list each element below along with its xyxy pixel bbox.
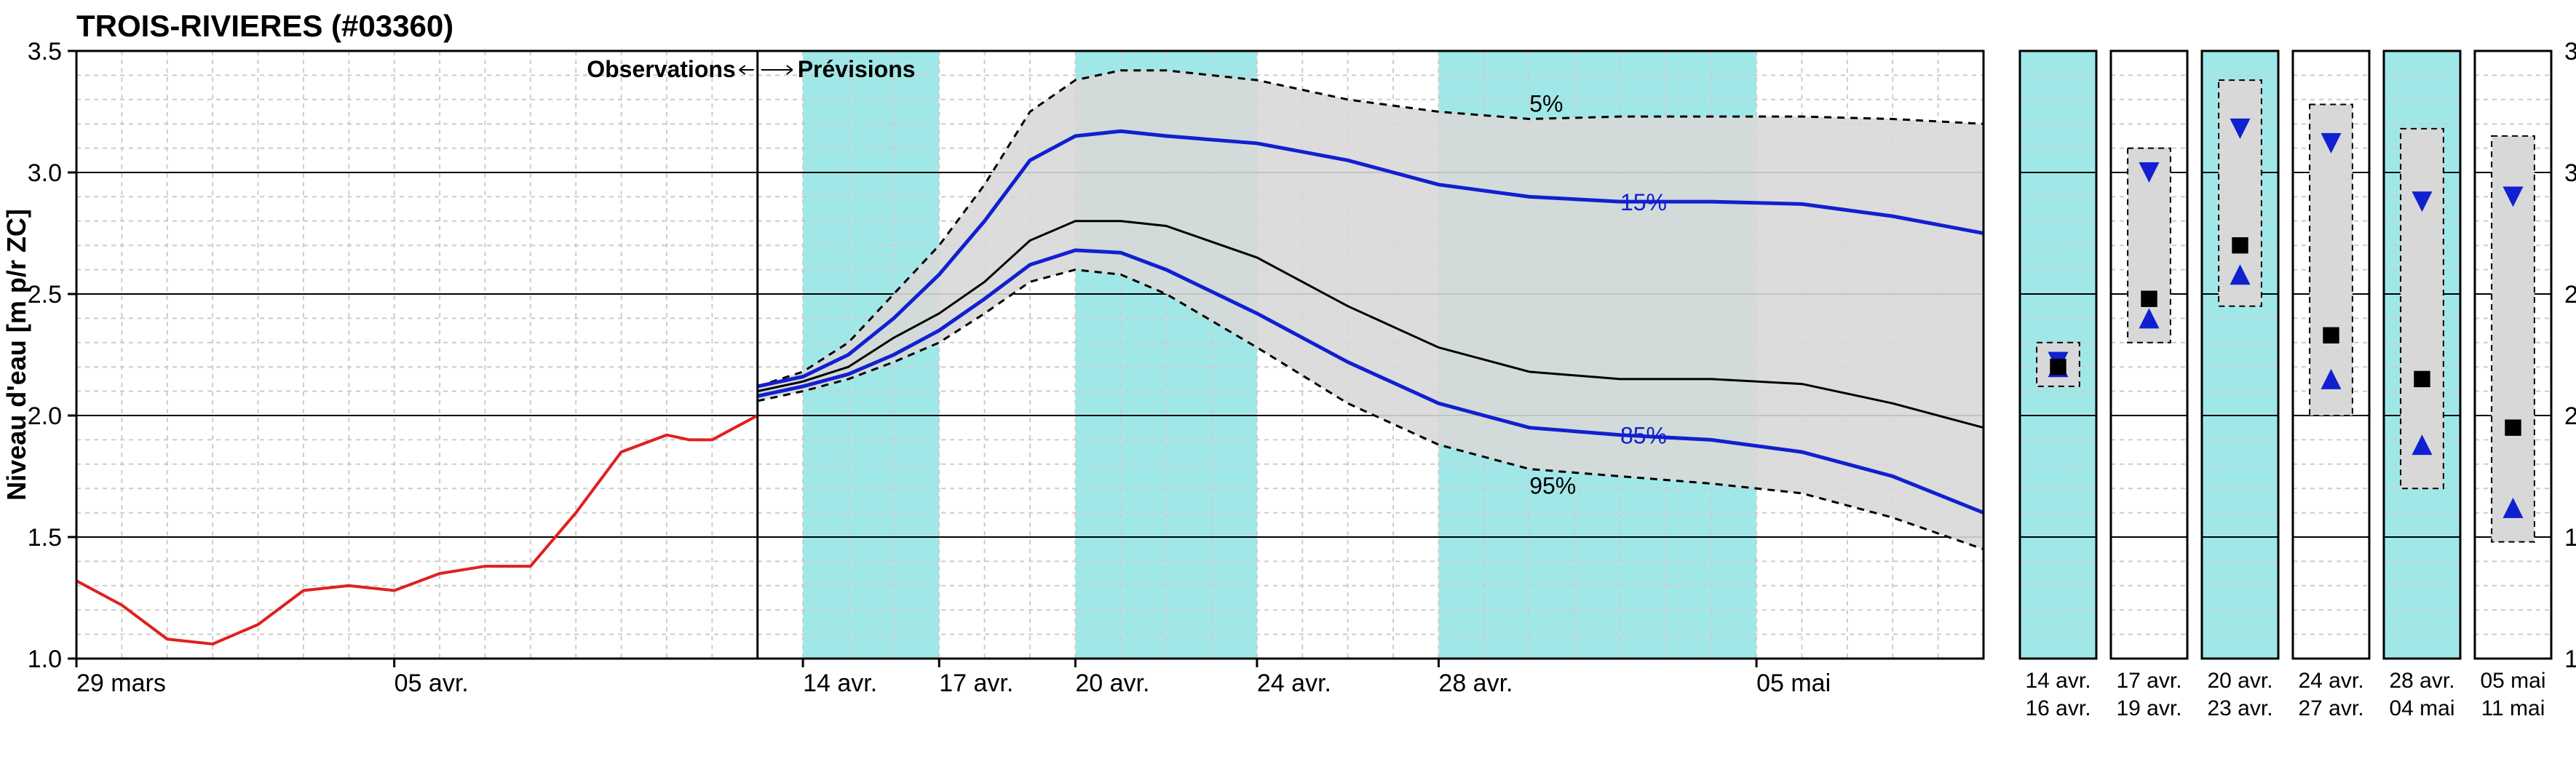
y-tick-label-right: 3.5 [2564, 38, 2576, 65]
pct85-label: 85% [1620, 423, 1667, 449]
pct15-label: 15% [1620, 189, 1667, 215]
side-panel: 20 avr. 23 avr. [2202, 51, 2278, 720]
y-tick-label: 3.0 [28, 159, 62, 187]
chart-title: TROIS-RIVIERES (#03360) [76, 9, 453, 43]
x-tick-label: 20 avr. [1075, 669, 1149, 697]
panel-bot-label: 11 mai [2481, 696, 2545, 720]
obs-label: Observations [587, 56, 736, 82]
panel-bg [2111, 51, 2187, 659]
main-plot: 1.0 1.5 2.0 2.5 3.0 3.5 29 mars 05 avr. 14 avr. 1… [1, 9, 1983, 697]
square-icon [2050, 359, 2066, 375]
y-tick-label-right: 1.5 [2564, 524, 2576, 552]
chart-svg: 1.01.52.02.53.03.529 mars05 avr.14 avr.1… [0, 0, 2576, 767]
side-panel: 17 avr. 19 avr. [2111, 51, 2187, 720]
panel-top-label: 28 avr. [2389, 669, 2454, 693]
panel-bot-label: 23 avr. [2207, 696, 2272, 720]
pct95-label: 95% [1529, 472, 1576, 498]
prev-label: Prévisions [798, 56, 916, 82]
panel-top-label: 14 avr. [2025, 669, 2090, 693]
square-icon [2141, 290, 2157, 306]
side-panel: 14 avr. 16 avr. [2020, 51, 2096, 720]
panel-top-label: 20 avr. [2207, 669, 2272, 693]
x-tick-label: 05 avr. [395, 669, 469, 697]
y-tick-label: 1.0 [28, 645, 62, 673]
square-icon [2414, 371, 2430, 387]
y-tick-label-right: 3.0 [2564, 159, 2576, 187]
y-tick-label-right: 2.5 [2564, 281, 2576, 309]
y-tick-label-right: 2.0 [2564, 402, 2576, 430]
y-tick-label: 1.5 [28, 524, 62, 552]
square-icon [2505, 420, 2521, 436]
x-tick-label: 29 mars [76, 669, 166, 697]
x-tick-label: 24 avr. [1257, 669, 1331, 697]
y-tick-label: 3.5 [28, 38, 62, 65]
y-tick-label-right: 1.0 [2564, 645, 2576, 673]
x-tick-label: 14 avr. [803, 669, 877, 697]
y-tick-label: 2.0 [28, 402, 62, 430]
square-icon [2323, 327, 2339, 343]
x-tick-label: 05 mai [1756, 669, 1831, 697]
x-tick-label: 28 avr. [1438, 669, 1513, 697]
pct5-label: 5% [1529, 91, 1563, 117]
panel-band [2401, 129, 2444, 488]
panel-bot-label: 27 avr. [2298, 696, 2363, 720]
side-panel: 28 avr. 04 mai [2384, 51, 2460, 720]
panel-bot-label: 19 avr. [2116, 696, 2181, 720]
panel-bot-label: 16 avr. [2025, 696, 2090, 720]
x-tick-label: 17 avr. [939, 669, 1013, 697]
chart-root: 1.01.52.02.53.03.529 mars05 avr.14 avr.1… [0, 0, 2576, 767]
panel-top-label: 17 avr. [2116, 669, 2181, 693]
panel-top-label: 05 mai [2480, 669, 2545, 693]
side-panel: 05 mai 11 mai [2475, 51, 2551, 720]
side-panel: 24 avr. 27 avr. [2293, 51, 2369, 720]
y-tick-label: 2.5 [28, 281, 62, 309]
y-axis-label: Niveau d'eau [m p/r ZC] [1, 209, 31, 501]
square-icon [2232, 237, 2248, 253]
panel-top-label: 24 avr. [2298, 669, 2363, 693]
panel-bot-label: 04 mai [2389, 696, 2454, 720]
